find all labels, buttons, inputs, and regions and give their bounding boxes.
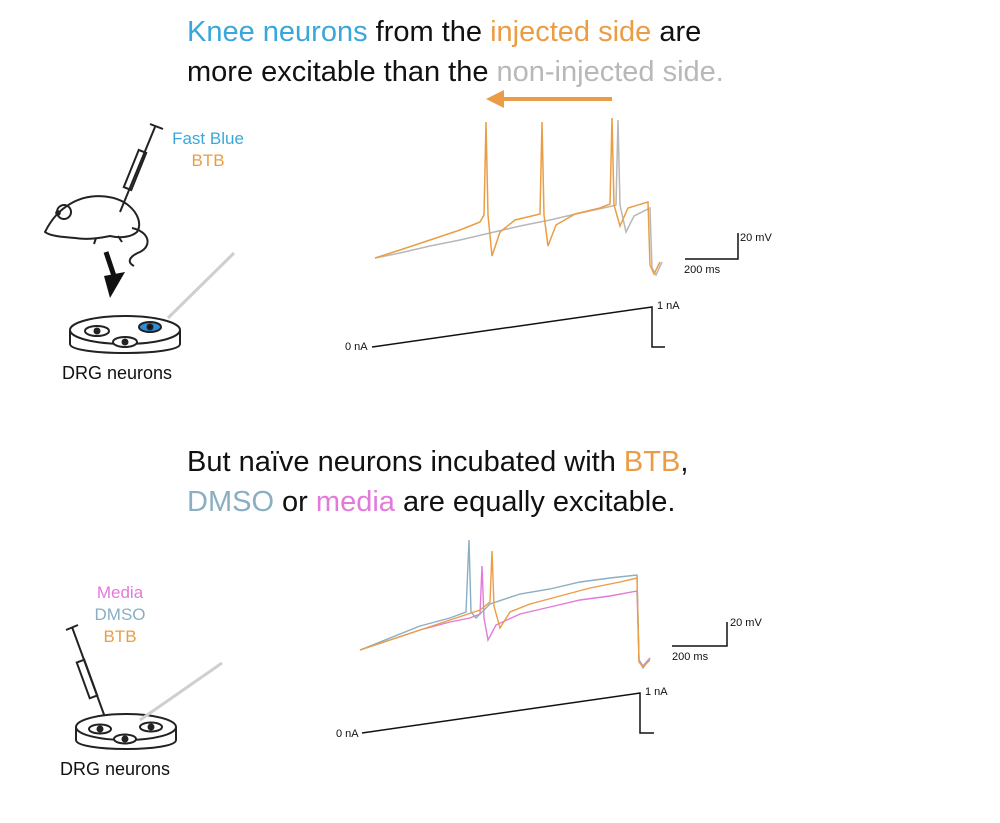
bottom-headline-line-2: DMSO or media are equally excitable.	[187, 482, 688, 522]
headline-text: But naïve neurons incubated with	[187, 446, 624, 478]
knee-neurons-text: Knee neurons	[187, 16, 368, 48]
syringe-icon	[119, 123, 164, 213]
bottom-scale-time: 200 ms	[672, 651, 709, 663]
injected-side-text: injected side	[490, 16, 652, 48]
bottom-scale-voltage: 20 mV	[730, 617, 762, 629]
arrow-left-icon	[486, 90, 612, 108]
top-ramp-start-label: 0 nA	[345, 341, 368, 353]
btb-text: BTB	[623, 446, 681, 478]
headline-text: ,	[680, 446, 689, 478]
bottom-scale-bar	[672, 622, 728, 647]
bottom-ramp-start-label: 0 nA	[336, 728, 359, 740]
bottom-headline-line-1: But naïve neurons incubated with BTB,	[187, 442, 688, 482]
bottom-drg-caption: DRG neurons	[60, 759, 171, 779]
top-headline: Knee neurons from the injected side are …	[187, 12, 724, 92]
btb-label: BTB	[103, 627, 137, 646]
bottom-side-labels: Media DMSO BTB	[76, 582, 164, 648]
top-side-labels: Fast Blue BTB	[164, 128, 252, 172]
pipette-icon	[166, 251, 236, 320]
headline-text: are	[651, 16, 702, 48]
top-headline-line-1: Knee neurons from the injected side are	[187, 12, 724, 52]
top-headline-line-2: more excitable than the non-injected sid…	[187, 52, 724, 92]
syringe-icon	[65, 624, 107, 721]
headline-text: or	[274, 486, 316, 518]
bottom-ramp-end-label: 1 nA	[645, 686, 668, 698]
top-ramp-end-label: 1 nA	[657, 300, 680, 312]
btb-label: BTB	[191, 151, 225, 170]
media-label: Media	[96, 583, 144, 602]
non-injected-side-text: non-injected side.	[496, 56, 724, 88]
fast-blue-label: Fast Blue	[172, 129, 244, 148]
pipette-icon	[139, 661, 223, 722]
headline-text: more excitable than the	[187, 56, 497, 88]
headline-text: are equally excitable.	[394, 486, 676, 518]
top-drg-caption: DRG neurons	[62, 363, 173, 383]
non-injected-trace	[374, 119, 663, 277]
headline-text: from the	[367, 16, 491, 48]
injected-trace	[374, 117, 661, 276]
mouse-icon	[44, 195, 149, 267]
dmso-label: DMSO	[94, 605, 146, 624]
top-scale-bar	[685, 233, 739, 260]
top-traces	[374, 117, 663, 277]
petri-dish-icon	[75, 713, 177, 750]
btb-trace	[359, 550, 651, 669]
bottom-headline: But naïve neurons incubated with BTB, DM…	[187, 442, 688, 522]
arrow-down-icon	[103, 251, 125, 298]
bottom-current-ramp	[361, 692, 654, 734]
dmso-text: DMSO	[187, 486, 274, 518]
media-text: media	[315, 486, 395, 518]
bottom-traces	[359, 539, 651, 670]
top-scale-voltage: 20 mV	[740, 232, 772, 244]
media-trace	[359, 565, 651, 668]
dmso-trace	[359, 539, 651, 670]
top-current-ramp	[371, 306, 665, 348]
petri-dish-icon	[69, 315, 181, 354]
top-scale-time: 200 ms	[684, 264, 721, 276]
